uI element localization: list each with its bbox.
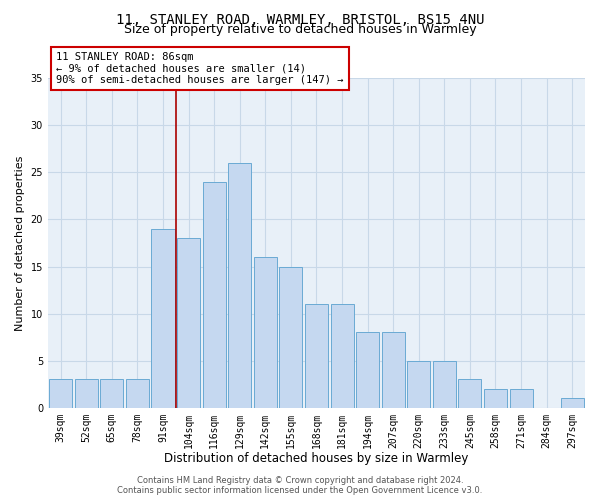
- Bar: [203, 182, 226, 408]
- Bar: [75, 380, 98, 407]
- Bar: [356, 332, 379, 407]
- X-axis label: Distribution of detached houses by size in Warmley: Distribution of detached houses by size …: [164, 452, 469, 465]
- Bar: [561, 398, 584, 407]
- Bar: [407, 360, 430, 408]
- Text: Size of property relative to detached houses in Warmley: Size of property relative to detached ho…: [124, 22, 476, 36]
- Y-axis label: Number of detached properties: Number of detached properties: [15, 156, 25, 330]
- Bar: [458, 380, 481, 407]
- Bar: [254, 257, 277, 408]
- Bar: [280, 266, 302, 408]
- Bar: [126, 380, 149, 407]
- Bar: [49, 380, 72, 407]
- Text: 11, STANLEY ROAD, WARMLEY, BRISTOL, BS15 4NU: 11, STANLEY ROAD, WARMLEY, BRISTOL, BS15…: [116, 12, 484, 26]
- Bar: [228, 163, 251, 408]
- Bar: [151, 229, 175, 408]
- Bar: [331, 304, 353, 408]
- Bar: [484, 389, 507, 407]
- Bar: [382, 332, 404, 407]
- Bar: [177, 238, 200, 408]
- Text: 11 STANLEY ROAD: 86sqm
← 9% of detached houses are smaller (14)
90% of semi-deta: 11 STANLEY ROAD: 86sqm ← 9% of detached …: [56, 52, 343, 85]
- Bar: [509, 389, 533, 407]
- Bar: [100, 380, 124, 407]
- Text: Contains HM Land Registry data © Crown copyright and database right 2024.
Contai: Contains HM Land Registry data © Crown c…: [118, 476, 482, 495]
- Bar: [305, 304, 328, 408]
- Bar: [433, 360, 456, 408]
